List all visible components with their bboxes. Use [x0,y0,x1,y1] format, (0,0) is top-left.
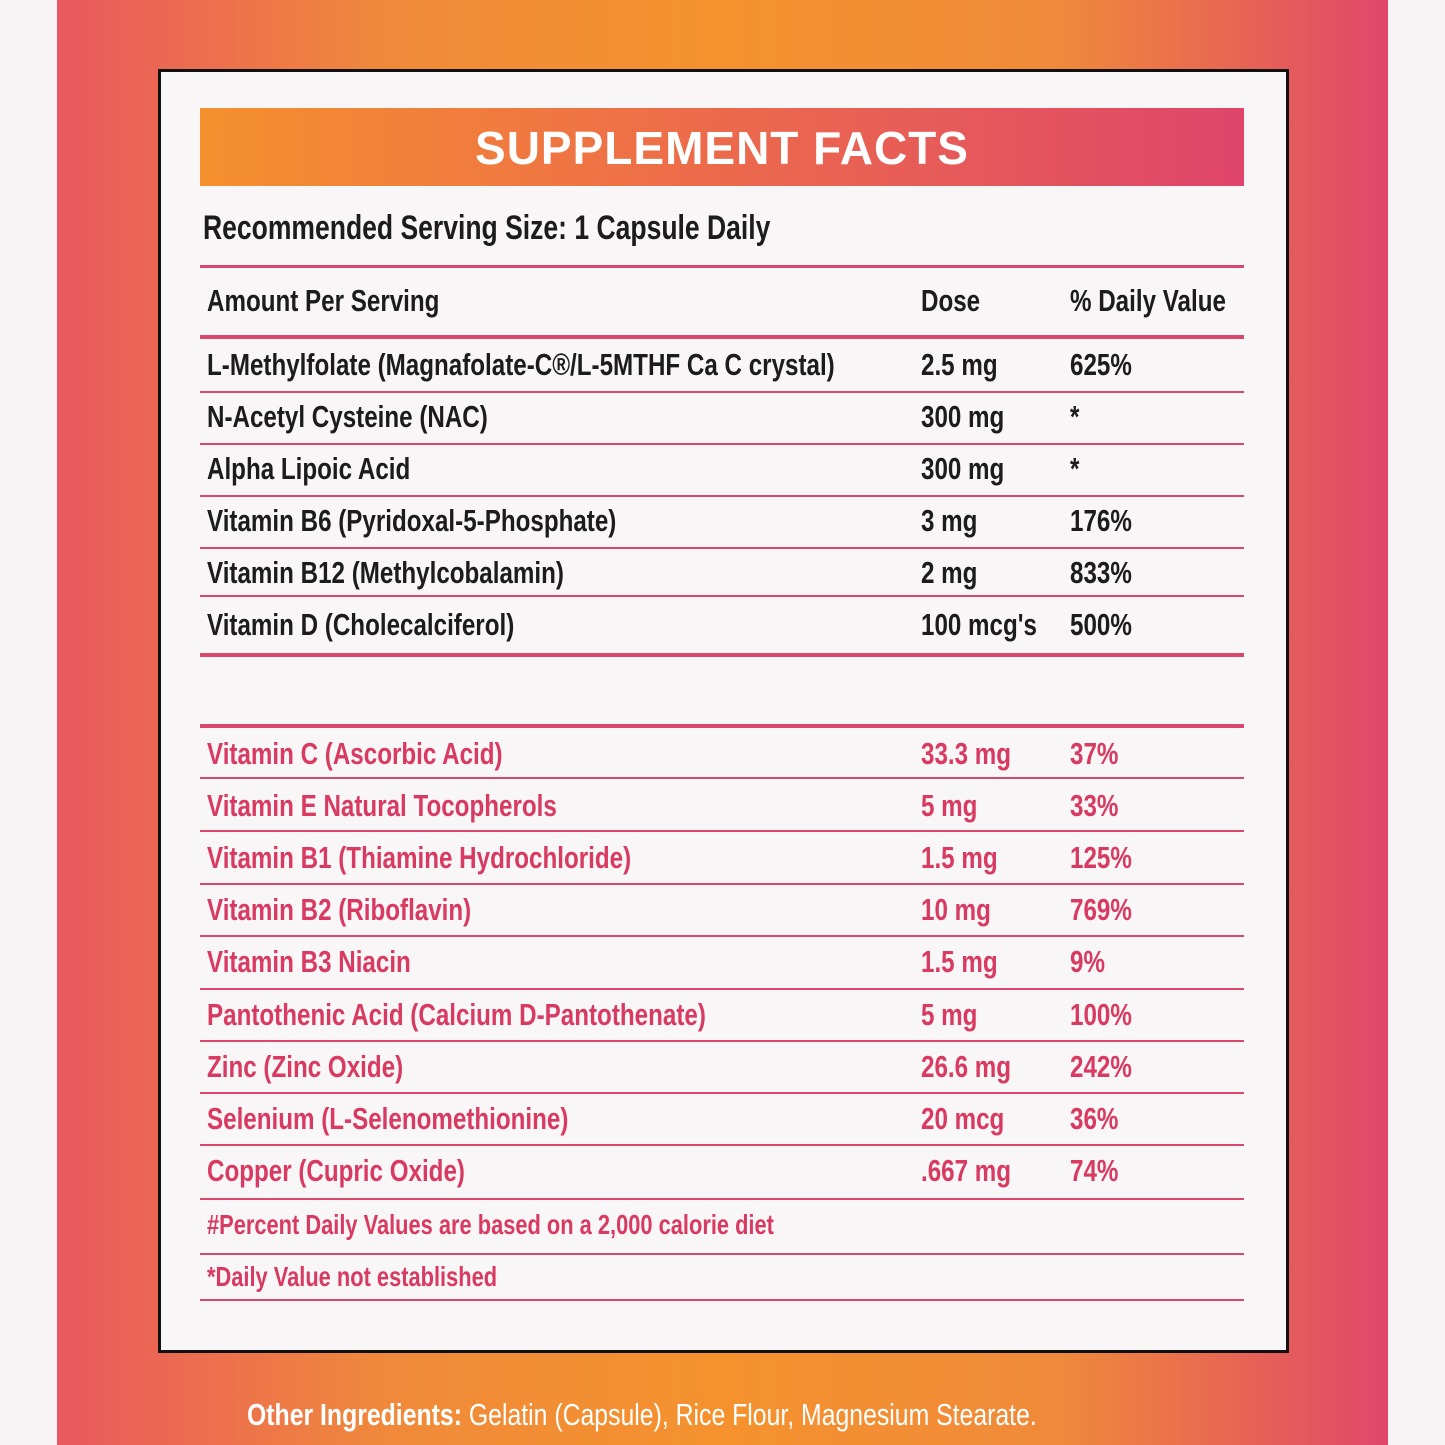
rule [200,495,1244,497]
table-cell: 10 mg [921,892,991,927]
rule [200,724,1244,728]
rule [200,830,1244,832]
rule [200,935,1244,937]
table-cell: 100 mcg's [921,607,1037,642]
rule [200,777,1244,779]
other-text: Gelatin (Capsule), Rice Flour, Magnesium… [468,1397,1037,1432]
table-cell: 242% [1070,1049,1132,1084]
other-ingredients: Other Ingredients: Gelatin (Capsule), Ri… [247,1395,1037,1435]
table-cell: 1.5 mg [921,944,998,979]
rule [200,595,1244,597]
title: SUPPLEMENT FACTS [475,122,969,174]
table-cell: 125% [1070,840,1132,875]
table-cell: * [1070,451,1080,486]
table-cell: 36% [1070,1101,1119,1136]
table-cell: 20 mcg [921,1101,1005,1136]
rule [200,653,1244,657]
table-cell: 500% [1070,607,1132,642]
table-cell: 2.5 mg [921,347,998,382]
rule [200,1198,1244,1200]
table-cell: Pantothenic Acid (Calcium D-Pantothenate… [207,997,706,1032]
table-cell: Vitamin D (Cholecalciferol) [207,607,515,642]
rule [200,547,1244,549]
column-header: Dose [921,283,981,318]
table-cell: N-Acetyl Cysteine (NAC) [207,399,488,434]
table-cell: 300 mg [921,451,1005,486]
table-cell: 769% [1070,892,1132,927]
table-cell: Vitamin B6 (Pyridoxal-5-Phosphate) [207,503,617,538]
rule [200,264,1244,268]
rule [200,988,1244,990]
table-cell: 33.3 mg [921,736,1012,771]
footnote: *Daily Value not established [207,1261,498,1292]
table-cell: Vitamin E Natural Tocopherols [207,788,557,823]
table-cell: * [1070,399,1080,434]
rule [200,1144,1244,1146]
table-cell: 5 mg [921,788,978,823]
table-cell: Vitamin B2 (Riboflavin) [207,892,472,927]
title-bar [200,108,1244,186]
table-cell: 33% [1070,788,1119,823]
table-cell: Vitamin B3 Niacin [207,944,411,979]
table-cell: Alpha Lipoic Acid [207,451,411,486]
table-cell: 26.6 mg [921,1049,1012,1084]
table-cell: 2 mg [921,555,978,590]
table-cell: 833% [1070,555,1132,590]
table-cell: 300 mg [921,399,1005,434]
table-cell: 625% [1070,347,1132,382]
table-cell: .667 mg [921,1153,1012,1188]
rule [200,1299,1244,1301]
table-cell: L-Methylfolate (Magnafolate-C®/L-5MTHF C… [207,347,835,382]
column-header: % Daily Value [1070,283,1226,318]
table-cell: 9% [1070,944,1105,979]
table-cell: Vitamin B12 (Methylcobalamin) [207,555,564,590]
table-cell: Selenium (L-Selenomethionine) [207,1101,569,1136]
table-cell: 37% [1070,736,1119,771]
table-cell: 74% [1070,1153,1119,1188]
table-cell: 1.5 mg [921,840,998,875]
table-cell: Vitamin B1 (Thiamine Hydrochloride) [207,840,632,875]
table-cell: Copper (Cupric Oxide) [207,1153,465,1188]
table-cell: Vitamin C (Ascorbic Acid) [207,736,503,771]
table-cell: 3 mg [921,503,978,538]
column-header: Amount Per Serving [207,283,440,318]
serving-size: Recommended Serving Size: 1 Capsule Dail… [203,209,771,247]
table-cell: 176% [1070,503,1132,538]
rule [200,335,1244,339]
rule [200,443,1244,445]
rule [200,1253,1244,1255]
rule [200,391,1244,393]
other-label: Other Ingredients: [247,1397,462,1432]
rule [200,883,1244,885]
table-cell: Zinc (Zinc Oxide) [207,1049,404,1084]
table-cell: 100% [1070,997,1132,1032]
rule [200,1092,1244,1094]
rule [200,1040,1244,1042]
footnote: #Percent Daily Values are based on a 2,0… [207,1209,774,1240]
table-cell: 5 mg [921,997,978,1032]
facts-card [158,69,1289,1353]
